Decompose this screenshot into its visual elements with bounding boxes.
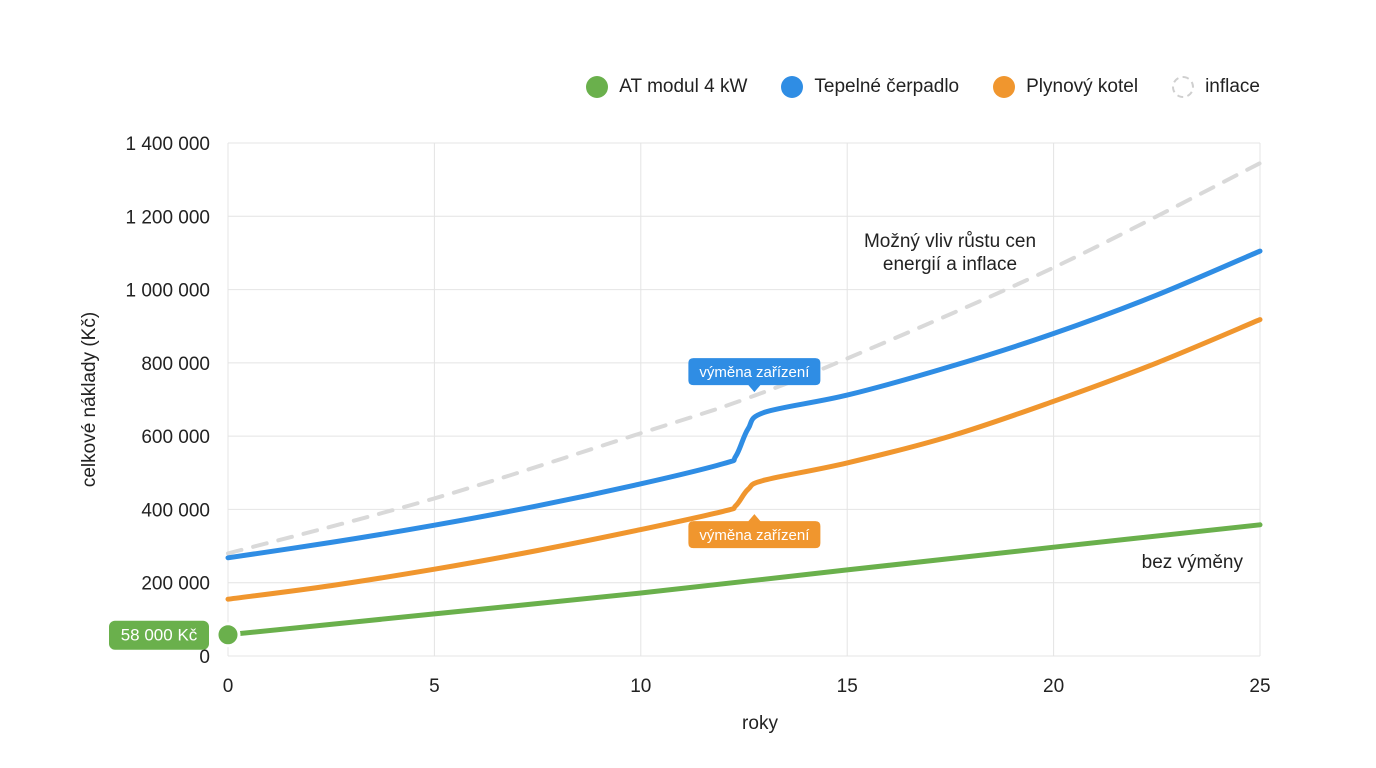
x-tick-label: 20 (1043, 676, 1064, 697)
x-tick-label: 25 (1249, 676, 1270, 697)
x-tick-label: 15 (837, 676, 858, 697)
legend-label-inflation: inflace (1205, 76, 1260, 97)
legend-marker-gas-boiler-icon (993, 76, 1016, 98)
legend-marker-at-module-icon (586, 76, 609, 98)
series-line-tepeln-erpadlo (225, 248, 1263, 561)
y-axis-title: celkové náklady (Kč) (79, 312, 100, 487)
series-line-at-modul-4-kw (225, 522, 1263, 638)
legend-item-gas-boiler: Plynový kotel (993, 76, 1138, 98)
replacement-badge-gas-boiler-label: výměna zařízení (699, 527, 810, 544)
legend-label-at-module: AT modul 4 kW (619, 76, 748, 97)
x-tick-label: 5 (429, 676, 440, 697)
y-tick-label: 400 000 (141, 500, 210, 521)
replacement-badge-heat-pump: výměna zařízení (688, 358, 821, 393)
x-tick-label: 10 (630, 676, 651, 697)
x-tick-label: 0 (223, 676, 234, 697)
legend-label-heat-pump: Tepelné čerpadlo (814, 76, 960, 97)
y-tick-label: 0 (199, 647, 210, 668)
y-tick-label: 1 400 000 (125, 134, 210, 155)
replacement-badge-heat-pump-label: výměna zařízení (699, 364, 810, 381)
y-tick-label: 1 200 000 (125, 207, 210, 228)
inflation-note-line1: Možný vliv růstu cen (864, 231, 1036, 252)
start-value-marker (215, 622, 241, 648)
legend-label-gas-boiler: Plynový kotel (1026, 76, 1139, 97)
y-axis-ticks: 0 200 000 400 000 600 000 800 000 1 000 000 1 … (125, 134, 210, 668)
chart-legend: AT modul 4 kW Tepelné čerpadlo Plynový k… (552, 76, 1260, 98)
series-line-plynov-kotel (225, 317, 1263, 602)
x-axis-title: roky (742, 713, 778, 734)
legend-item-inflation: inflace (1172, 76, 1260, 98)
series-line-inflace (226, 161, 1262, 556)
y-tick-label: 600 000 (141, 427, 210, 448)
y-tick-label: 200 000 (141, 574, 210, 595)
y-tick-label: 800 000 (141, 354, 210, 375)
legend-marker-inflation-icon (1172, 76, 1195, 98)
inflation-note-line2: energií a inflace (883, 254, 1017, 275)
start-value-label: 58 000 Kč (121, 626, 198, 645)
no-replacement-note: bez výměny (1142, 552, 1244, 573)
legend-item-at-module: AT modul 4 kW (586, 76, 747, 98)
legend-marker-heat-pump-icon (781, 76, 804, 98)
chart-series (225, 161, 1263, 638)
x-axis-ticks: 0 5 10 15 20 25 (223, 676, 1271, 697)
replacement-badge-gas-boiler: výměna zařízení (688, 514, 821, 549)
legend-item-heat-pump: Tepelné čerpadlo (781, 76, 959, 98)
start-value-badge: 58 000 Kč (109, 620, 241, 650)
y-tick-label: 1 000 000 (125, 281, 210, 302)
